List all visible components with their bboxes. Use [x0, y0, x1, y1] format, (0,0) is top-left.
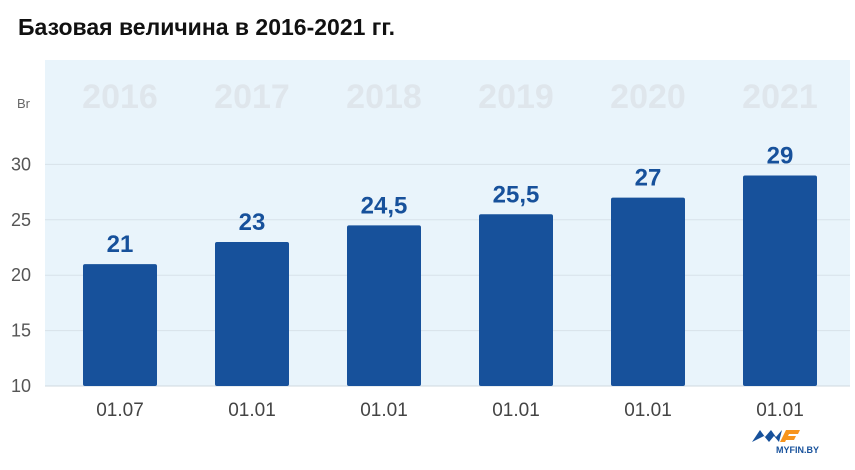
- bar: [611, 197, 685, 386]
- x-axis-ticks: 01.07 01.01 01.01 01.01 01.01 01.01: [96, 400, 804, 421]
- year-label: 2019: [478, 78, 554, 116]
- data-label: 24,5: [361, 192, 408, 219]
- x-tick-label: 01.01: [360, 400, 408, 421]
- y-axis-unit: Br: [17, 96, 31, 111]
- chart-title: Базовая величина в 2016-2021 гг.: [18, 14, 396, 40]
- bar: [347, 225, 421, 386]
- y-tick-label: 30: [11, 154, 31, 174]
- plot-background: [45, 60, 850, 386]
- y-tick-label: 20: [11, 265, 31, 285]
- bar: [83, 264, 157, 386]
- x-tick-label: 01.07: [96, 400, 144, 421]
- y-tick-label: 10: [11, 376, 31, 396]
- year-label: 2017: [214, 78, 290, 116]
- bar: [215, 241, 289, 386]
- myfin-logo: MYFIN.BY: [752, 426, 838, 456]
- x-tick-label: 01.01: [492, 400, 540, 421]
- year-labels: 2016 2017 2018 2019 2020 2021: [82, 78, 818, 116]
- bars: [83, 175, 817, 386]
- bar: [743, 175, 817, 386]
- x-tick-label: 01.01: [756, 400, 804, 421]
- year-label: 2018: [346, 78, 422, 116]
- bar: [479, 214, 553, 386]
- data-label: 27: [635, 165, 662, 192]
- data-labels: 21 23 24,5 25,5 27 29: [107, 142, 794, 258]
- year-label: 2021: [742, 78, 818, 116]
- y-tick-label: 25: [11, 210, 31, 230]
- y-tick-label: 15: [11, 321, 31, 341]
- year-label: 2016: [82, 78, 158, 116]
- logo-mark-icon: [752, 430, 782, 442]
- x-tick-label: 01.01: [228, 400, 276, 421]
- data-label: 21: [107, 231, 134, 258]
- data-label: 25,5: [493, 181, 540, 208]
- logo-accent-icon: [780, 430, 800, 442]
- year-label: 2020: [610, 78, 686, 116]
- logo-text: MYFIN.BY: [776, 445, 819, 455]
- gridlines: [45, 163, 850, 387]
- x-tick-label: 01.01: [624, 400, 672, 421]
- data-label: 29: [767, 142, 794, 169]
- data-label: 23: [239, 209, 266, 236]
- y-axis-ticks: 10 15 20 25 30: [11, 154, 31, 396]
